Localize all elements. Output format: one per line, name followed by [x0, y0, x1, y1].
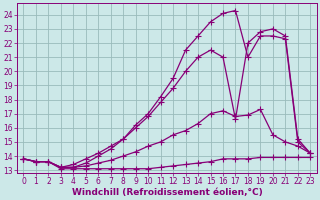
- X-axis label: Windchill (Refroidissement éolien,°C): Windchill (Refroidissement éolien,°C): [72, 188, 262, 197]
